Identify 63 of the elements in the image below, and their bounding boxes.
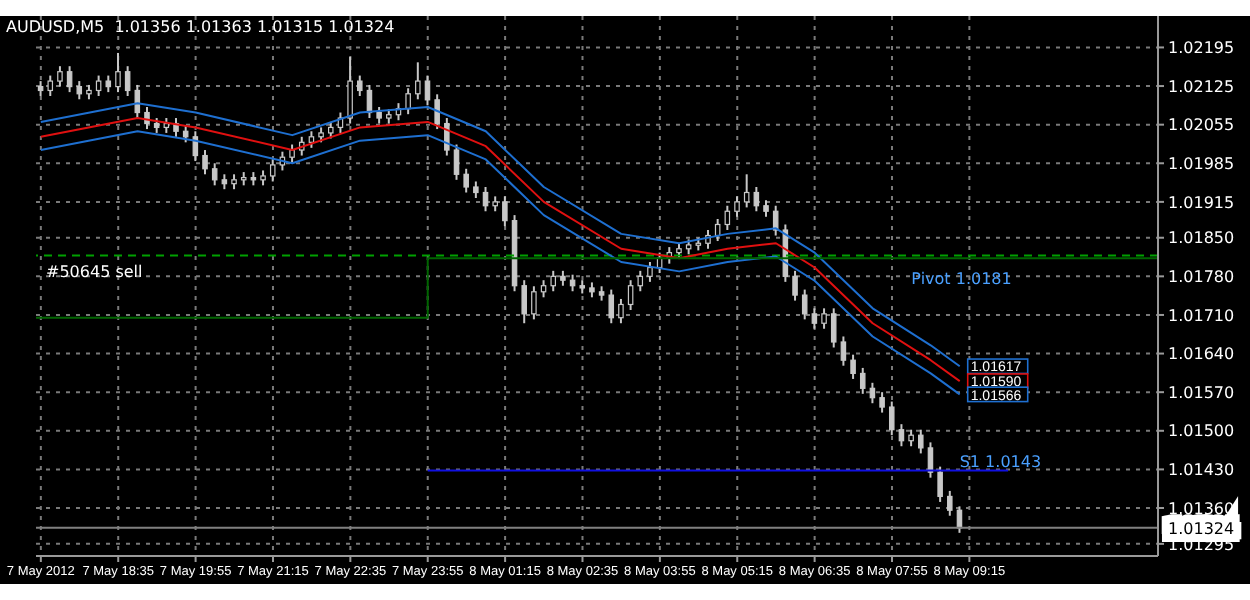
- candlestick: [830, 307, 837, 349]
- candlestick: [879, 391, 885, 414]
- y-tick-label: 1.02125: [1168, 77, 1235, 96]
- candlestick: [937, 465, 943, 503]
- y-tick-label: 1.01570: [1168, 383, 1235, 402]
- candlestick: [618, 297, 624, 325]
- candlestick: [608, 288, 615, 325]
- annotation: Pivot 1.0181: [911, 269, 1012, 288]
- candlestick: [357, 74, 363, 97]
- chart-title: AUDUSD,M5 1.01356 1.01363 1.01315 1.01324: [6, 18, 395, 36]
- candlestick: [66, 65, 73, 94]
- candlestick: [647, 261, 653, 283]
- annotation: S1 1.0143: [959, 452, 1042, 471]
- candlestick: [463, 167, 469, 194]
- candlestick: [840, 335, 847, 367]
- y-tick-label: 1.02195: [1168, 39, 1235, 58]
- candlestick: [415, 61, 421, 101]
- candlestick: [502, 195, 508, 228]
- candlestick: [918, 428, 924, 455]
- candlestick: [202, 149, 208, 176]
- candlestick: [850, 353, 856, 380]
- candlestick: [47, 74, 54, 97]
- candlestick: [76, 80, 83, 101]
- candlestick: [134, 83, 141, 120]
- candlestick: [115, 51, 121, 94]
- y-tick-label: 1.01500: [1168, 422, 1235, 441]
- candlestick: [821, 307, 827, 330]
- candlestick: [269, 158, 276, 183]
- candlestick: [772, 204, 779, 237]
- candlestick: [453, 143, 460, 181]
- candlestick: [743, 173, 750, 209]
- ref-line-label: #50645 sell: [46, 262, 143, 281]
- candlestick: [859, 366, 866, 395]
- candlestick: [627, 279, 634, 311]
- y-tick-label: 1.02055: [1168, 116, 1235, 135]
- candlestick: [405, 87, 411, 116]
- candlestick: [888, 400, 895, 437]
- y-tick-label: 1.01640: [1168, 345, 1235, 364]
- candlestick: [898, 423, 905, 448]
- candlestick: [57, 65, 63, 88]
- y-tick-label: 1.01985: [1168, 154, 1235, 173]
- candlestick: [801, 288, 808, 321]
- candlestick: [124, 65, 131, 97]
- y-tick-label: 1.01780: [1168, 268, 1235, 287]
- candlestick: [521, 279, 527, 325]
- candlestick: [95, 74, 102, 97]
- y-tick-label: 1.01430: [1168, 461, 1235, 480]
- candlestick: [434, 93, 440, 131]
- candlestick: [289, 143, 295, 164]
- candlestick: [792, 269, 798, 302]
- candlestick: [734, 195, 740, 218]
- candlestick: [811, 307, 818, 330]
- y-tick-label: 1.01915: [1168, 193, 1235, 212]
- candlestick: [444, 117, 450, 157]
- candlestick: [211, 162, 218, 187]
- candlestick: [947, 489, 953, 517]
- candlestick: [637, 269, 644, 293]
- y-tick-label: 1.01710: [1168, 306, 1235, 325]
- candlestick: [347, 55, 353, 125]
- candlestick: [550, 269, 557, 293]
- y-tick-label: 1.01850: [1168, 229, 1235, 248]
- candlestick: [531, 285, 537, 321]
- candlestick: [424, 74, 431, 107]
